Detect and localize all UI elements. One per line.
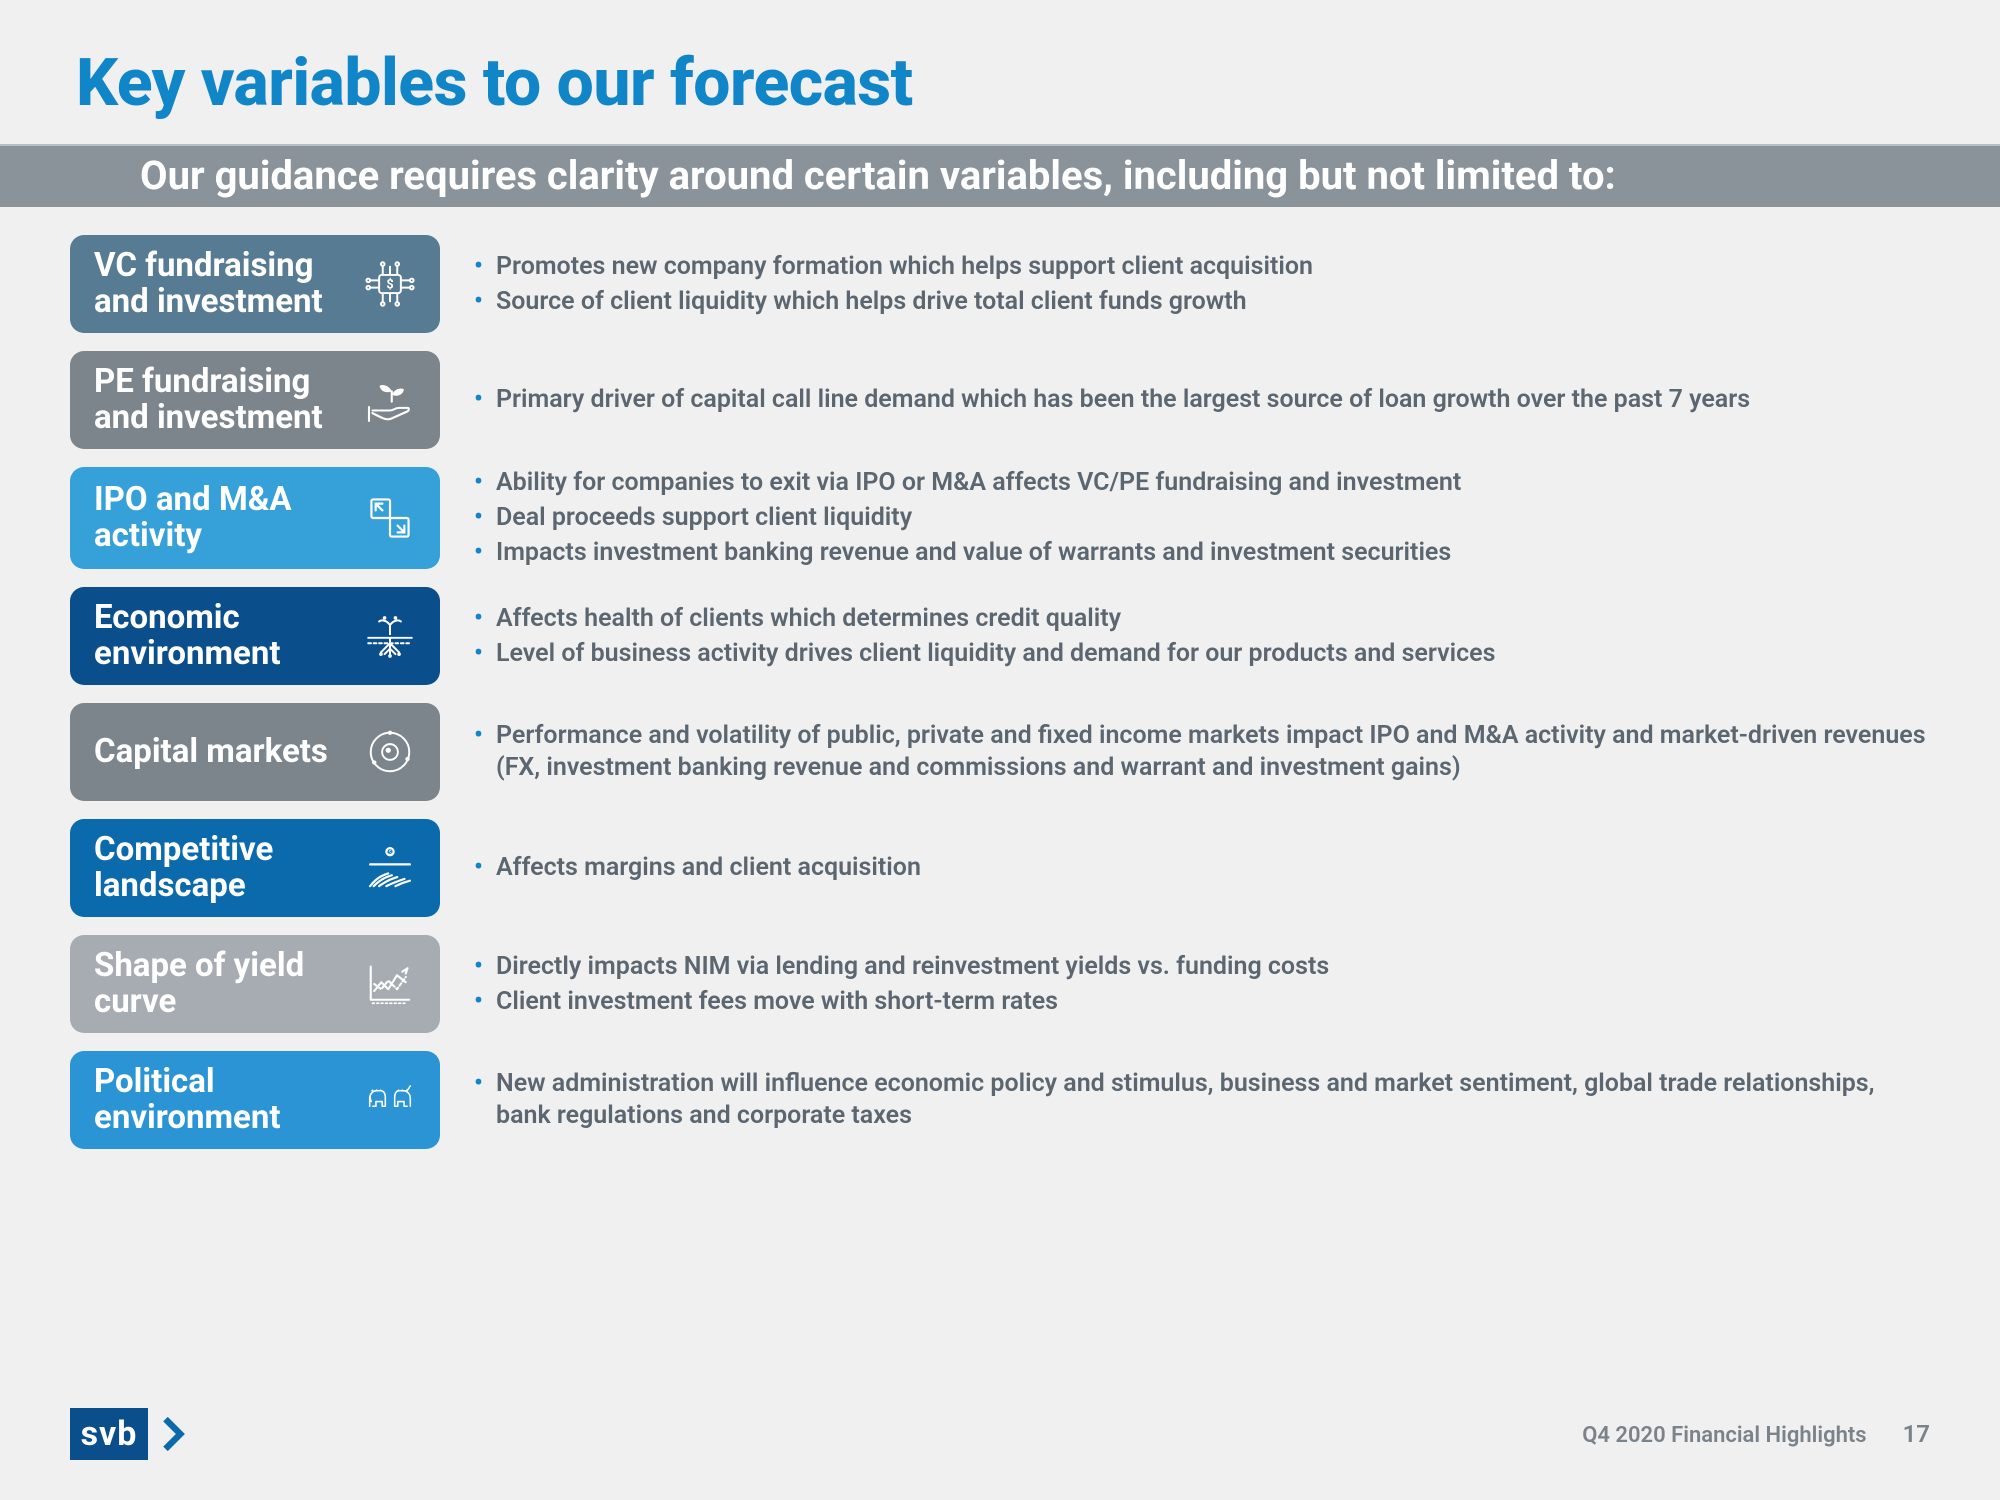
bullet-item: New administration will influence econom… [474,1068,1930,1132]
variable-pill: Competitive landscape $ [70,819,440,917]
variable-bullets: Affects margins and client acquisition [440,819,1930,917]
variable-label: IPO and M&A activity [94,482,340,553]
variable-label: VC fundraising and investment [94,248,340,319]
bullet-item: Deal proceeds support client liquidity [474,502,1930,534]
variable-pill: IPO and M&A activity [70,467,440,569]
line-chart-icon [358,952,422,1016]
variable-pill: Political environment ★★★ ★★★ [70,1051,440,1149]
svg-text:★★★: ★★★ [370,1088,383,1094]
variable-bullets: Ability for companies to exit via IPO or… [440,467,1930,569]
elephant-donkey-icon: ★★★ ★★★ [358,1068,422,1132]
variable-bullets: New administration will influence econom… [440,1051,1930,1149]
variable-bullets: Directly impacts NIM via lending and rei… [440,935,1930,1033]
footer-doc-title: Q4 2020 Financial Highlights [1582,1423,1866,1448]
bullet-item: Ability for companies to exit via IPO or… [474,467,1930,499]
rows-container: VC fundraising and investment $ Promotes n… [70,235,1930,1149]
variable-label: PE fundraising and investment [94,364,340,435]
logo-box: svb [70,1408,148,1460]
landscape-rays-icon: $ [358,836,422,900]
variable-pill: VC fundraising and investment $ [70,235,440,333]
bullet-item: Performance and volatility of public, pr… [474,720,1930,784]
logo-chevron-icon [154,1408,194,1460]
bullet-item: Source of client liquidity which helps d… [474,286,1930,318]
variable-row: Political environment ★★★ ★★★ New administr… [70,1051,1930,1149]
variable-label: Capital markets [94,734,340,770]
variable-row: VC fundraising and investment $ Promotes n… [70,235,1930,333]
orbit-globe-icon [358,720,422,784]
variable-row: Competitive landscape $ Affects margins an… [70,819,1930,917]
variable-row: Economic environment Affects health of cl… [70,587,1930,685]
chip-dollar-icon: $ [358,252,422,316]
logo: svb [70,1408,194,1460]
variable-bullets: Promotes new company formation which hel… [440,235,1930,333]
variable-label: Economic environment [94,600,340,671]
exchange-box-icon [358,486,422,550]
variable-label: Shape of yield curve [94,948,340,1019]
roots-icon [358,604,422,668]
subtitle-bar: Our guidance requires clarity around cer… [0,146,2000,207]
variable-pill: Shape of yield curve [70,935,440,1033]
variable-bullets: Performance and volatility of public, pr… [440,703,1930,801]
variable-row: Capital markets Performance and volatilit… [70,703,1930,801]
variable-bullets: Primary driver of capital call line dema… [440,351,1930,449]
bullet-item: Impacts investment banking revenue and v… [474,537,1930,569]
svg-text:★★★: ★★★ [396,1088,409,1094]
variable-row: IPO and M&A activity Ability for companie… [70,467,1930,569]
bullet-item: Affects health of clients which determin… [474,603,1930,635]
seedling-hand-icon [358,368,422,432]
bullet-item: Primary driver of capital call line dema… [474,384,1930,416]
bullet-item: Client investment fees move with short-t… [474,986,1930,1018]
variable-pill: Capital markets [70,703,440,801]
variable-label: Political environment [94,1064,340,1135]
svg-text:$: $ [388,848,392,856]
variable-pill: PE fundraising and investment [70,351,440,449]
bullet-item: Promotes new company formation which hel… [474,251,1930,283]
page-title: Key variables to our forecast [76,45,1930,122]
footer-page-number: 17 [1903,1420,1930,1448]
bullet-item: Directly impacts NIM via lending and rei… [474,951,1930,983]
footer: svb Q4 2020 Financial Highlights 17 [70,1408,1930,1460]
variable-pill: Economic environment [70,587,440,685]
variable-label: Competitive landscape [94,832,340,903]
variable-row: PE fundraising and investment Primary dri… [70,351,1930,449]
svg-text:$: $ [386,278,393,293]
bullet-item: Level of business activity drives client… [474,638,1930,670]
footer-right: Q4 2020 Financial Highlights 17 [1582,1420,1930,1448]
variable-row: Shape of yield curve Directly impacts NIM… [70,935,1930,1033]
bullet-item: Affects margins and client acquisition [474,852,1930,884]
variable-bullets: Affects health of clients which determin… [440,587,1930,685]
